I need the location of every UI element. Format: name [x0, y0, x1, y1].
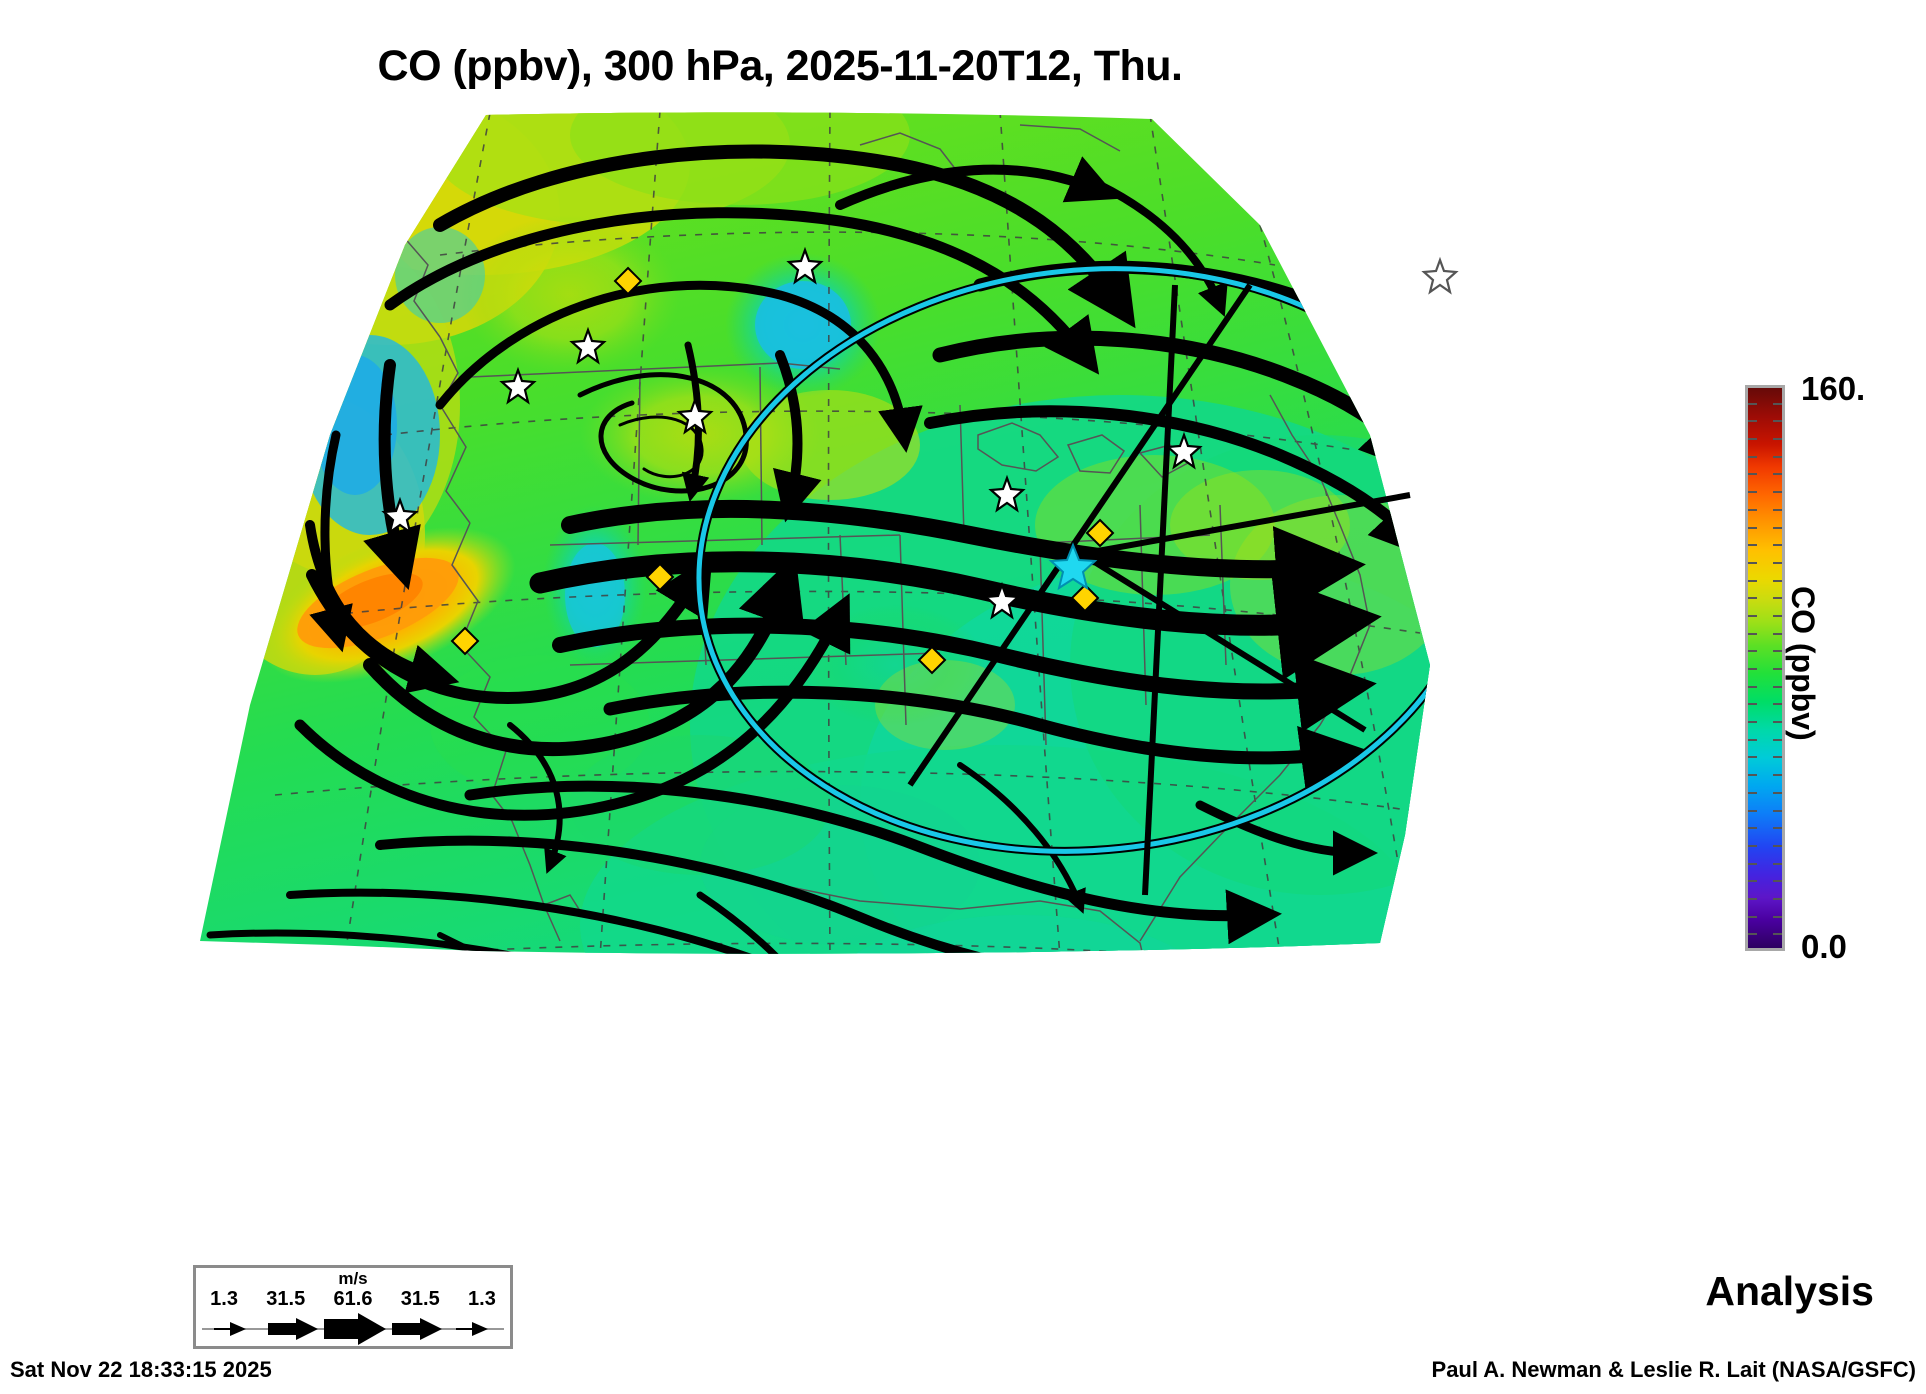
- wind-legend-value: 1.3: [468, 1288, 496, 1310]
- analysis-label: Analysis: [1705, 1268, 1874, 1314]
- footer-credit: Paul A. Newman & Leslie R. Lait (NASA/GS…: [1431, 1357, 1916, 1382]
- footer-timestamp: Sat Nov 22 18:33:15 2025: [10, 1357, 272, 1382]
- white-star-marker[interactable]: [381, 246, 1203, 620]
- graticule: [219, 112, 1430, 954]
- colorbar-max-label: 160.: [1801, 370, 1866, 407]
- wind-legend-value: 1.3: [210, 1288, 238, 1310]
- wind-legend-unit-label: m/s: [338, 1269, 368, 1288]
- wind-legend-arrow-scale: [202, 1313, 504, 1345]
- wind-legend-value: 61.6: [333, 1288, 373, 1310]
- colorbar-ticks: [1745, 385, 1785, 951]
- cyan-star-base-marker[interactable]: [1048, 542, 1098, 591]
- flight-tracks: [907, 283, 1411, 896]
- yellow-diamond-marker[interactable]: [450, 266, 1115, 675]
- map-plot-area[interactable]: [140, 105, 1560, 1035]
- wind-legend-value: 31.5: [400, 1288, 440, 1310]
- flight-range-ellipse: [694, 264, 1430, 856]
- page-title: CO (ppbv), 300 hPa, 2025-11-20T12, Thu.: [377, 42, 1183, 90]
- wind-speed-legend: m/s 1.3 31.5 61.6 31.5 1.3: [193, 1265, 513, 1349]
- colorbar-axis-title: CO (ppbv): [1785, 586, 1821, 741]
- white-star-marker-outline[interactable]: [1421, 256, 1459, 295]
- wind-legend-values: 1.3 31.5 61.6 31.5 1.3: [196, 1288, 510, 1311]
- colorbar: 160. 0.0 CO (ppbv): [1745, 318, 1925, 998]
- station-markers[interactable]: [381, 246, 1459, 675]
- colorbar-min-label: 0.0: [1801, 928, 1847, 965]
- wind-legend-value: 31.5: [266, 1288, 306, 1310]
- map-svg[interactable]: [140, 105, 1560, 1035]
